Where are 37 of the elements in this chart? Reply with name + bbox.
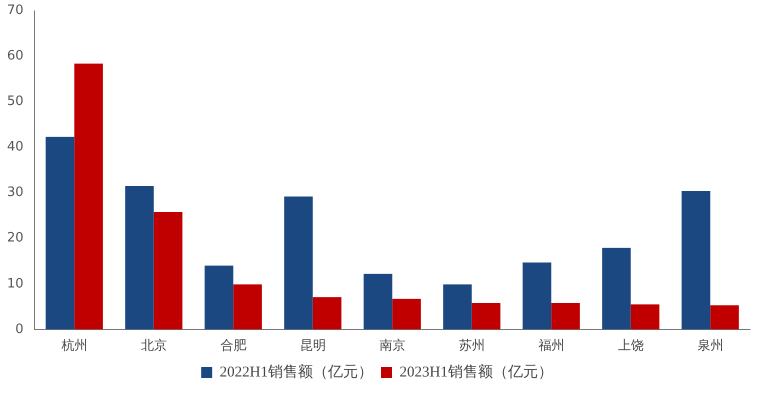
bar (74, 64, 103, 330)
bar (682, 191, 710, 330)
x-tick-label: 杭州 (60, 338, 88, 354)
bar (630, 304, 660, 330)
bar (551, 303, 580, 330)
bar (125, 186, 154, 330)
x-tick-label: 福州 (538, 338, 564, 354)
x-tick-label: 合肥 (220, 338, 246, 354)
x-tick-label: 北京 (140, 338, 167, 354)
y-tick-label: 10 (6, 276, 24, 292)
bar (364, 274, 392, 330)
bar (204, 266, 234, 330)
bar (46, 136, 74, 330)
bar (154, 212, 182, 330)
x-tick-label: 苏州 (458, 338, 485, 354)
legend-label: 2022H1销售额（亿元） (220, 363, 374, 380)
y-tick-label: 20 (6, 230, 24, 246)
bar (312, 297, 342, 330)
y-tick-label: 0 (15, 322, 24, 337)
y-tick-label: 60 (6, 48, 24, 64)
y-tick-label: 30 (6, 185, 24, 200)
bar (472, 303, 500, 330)
x-tick-label: 昆明 (300, 338, 326, 354)
y-tick-label: 50 (6, 94, 24, 110)
bar (710, 305, 739, 330)
bar (284, 196, 313, 330)
x-tick-label: 上饶 (618, 338, 644, 354)
x-tick-label: 南京 (379, 338, 406, 354)
y-tick-label: 70 (6, 3, 24, 18)
bar (392, 298, 421, 330)
y-tick-label: 40 (6, 140, 24, 155)
bar (233, 284, 262, 330)
bar (602, 248, 631, 330)
bar (522, 262, 552, 330)
x-tick-label: 泉州 (697, 338, 724, 354)
bar (443, 284, 472, 330)
legend-label: 2023H1销售额（亿元） (400, 363, 553, 380)
